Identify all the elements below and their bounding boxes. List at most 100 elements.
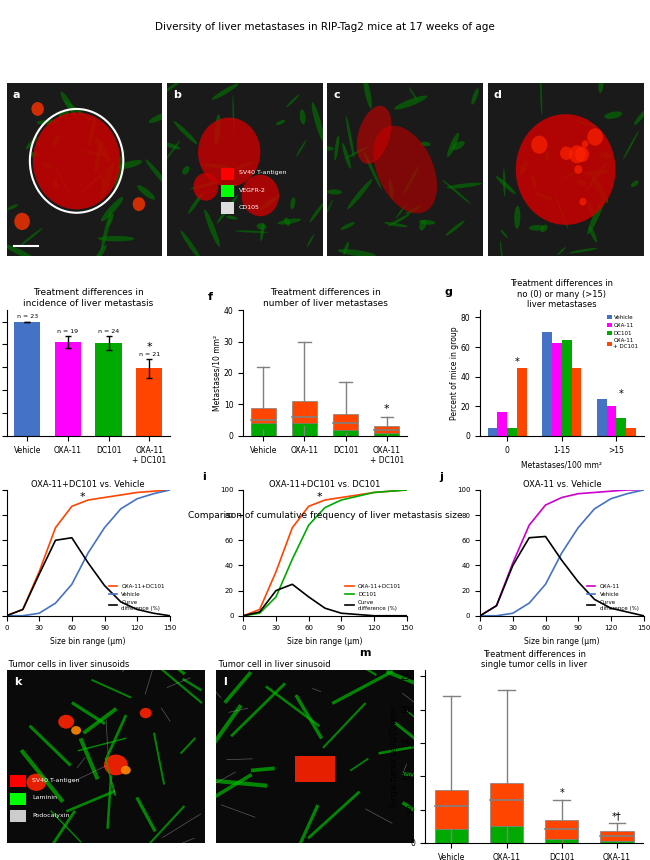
Ellipse shape — [364, 151, 382, 189]
Ellipse shape — [216, 194, 238, 224]
Bar — [96, 343, 122, 436]
Bar — [542, 332, 552, 436]
Text: n = 21: n = 21 — [138, 352, 160, 357]
Circle shape — [58, 715, 74, 728]
Ellipse shape — [532, 175, 537, 188]
Text: *: * — [80, 492, 86, 502]
Ellipse shape — [7, 205, 18, 210]
Circle shape — [140, 708, 151, 718]
Ellipse shape — [96, 245, 107, 261]
Bar — [552, 342, 562, 436]
Text: n = 19: n = 19 — [57, 329, 79, 334]
Ellipse shape — [181, 230, 202, 261]
Y-axis label: Metastases/10 mm²: Metastases/10 mm² — [212, 335, 221, 411]
Ellipse shape — [146, 159, 172, 191]
Ellipse shape — [540, 77, 542, 115]
X-axis label: Size bin range (μm): Size bin range (μm) — [524, 637, 599, 646]
Bar — [10, 810, 27, 822]
Ellipse shape — [260, 194, 280, 210]
Ellipse shape — [53, 179, 58, 190]
Text: l: l — [224, 677, 228, 687]
Bar — [10, 793, 27, 805]
Ellipse shape — [114, 149, 124, 189]
Ellipse shape — [471, 89, 479, 105]
Bar — [292, 423, 317, 436]
Bar — [14, 322, 40, 436]
Ellipse shape — [562, 169, 580, 180]
Circle shape — [531, 136, 547, 154]
Ellipse shape — [276, 120, 285, 126]
Text: m: m — [359, 648, 370, 658]
Ellipse shape — [98, 236, 135, 242]
Legend: OXA-11, Vehicle, Curve
difference (%): OXA-11, Vehicle, Curve difference (%) — [584, 582, 641, 613]
Bar — [616, 418, 626, 436]
Text: d: d — [494, 90, 502, 100]
Ellipse shape — [5, 244, 36, 261]
Bar — [333, 414, 358, 433]
Ellipse shape — [347, 179, 372, 209]
Bar — [606, 406, 616, 436]
Text: *: * — [146, 342, 152, 352]
Ellipse shape — [26, 137, 38, 150]
Circle shape — [133, 197, 145, 211]
X-axis label: Size bin range (μm): Size bin range (μm) — [51, 637, 126, 646]
Bar — [295, 756, 335, 783]
Text: *†: *† — [612, 812, 622, 821]
Ellipse shape — [163, 143, 180, 150]
Text: *: * — [560, 789, 564, 798]
Circle shape — [71, 726, 81, 734]
Ellipse shape — [296, 140, 306, 157]
Ellipse shape — [388, 214, 410, 226]
Bar — [497, 412, 507, 436]
Y-axis label: Single tumor cells/10 mm²: Single tumor cells/10 mm² — [390, 705, 399, 807]
Bar — [435, 830, 468, 843]
Ellipse shape — [309, 202, 324, 223]
Text: SV40 T-antigen: SV40 T-antigen — [32, 778, 80, 783]
Title: OXA-11 vs. Vehicle: OXA-11 vs. Vehicle — [523, 480, 601, 489]
Ellipse shape — [95, 138, 110, 163]
Ellipse shape — [344, 146, 368, 159]
Ellipse shape — [108, 213, 114, 225]
Ellipse shape — [20, 228, 43, 246]
Ellipse shape — [588, 198, 604, 235]
Circle shape — [575, 165, 582, 174]
Ellipse shape — [514, 206, 521, 229]
Bar — [601, 841, 634, 843]
Text: *: * — [317, 492, 322, 502]
Circle shape — [198, 118, 261, 187]
Circle shape — [587, 128, 603, 145]
Bar — [374, 427, 399, 434]
X-axis label: Metastases/100 mm²: Metastases/100 mm² — [521, 460, 603, 470]
Bar — [222, 202, 234, 214]
Ellipse shape — [584, 169, 610, 175]
Ellipse shape — [384, 222, 408, 227]
Ellipse shape — [599, 152, 612, 159]
Ellipse shape — [555, 195, 568, 230]
Bar — [10, 776, 27, 788]
Bar — [488, 428, 497, 436]
Ellipse shape — [341, 222, 355, 230]
Ellipse shape — [286, 95, 300, 108]
Ellipse shape — [278, 218, 301, 224]
Bar — [517, 368, 527, 436]
Ellipse shape — [182, 166, 190, 175]
Ellipse shape — [389, 179, 394, 200]
Ellipse shape — [312, 102, 324, 142]
Legend: OXA-11+DC101, Vehicle, Curve
difference (%): OXA-11+DC101, Vehicle, Curve difference … — [107, 582, 167, 613]
Text: Comparison of cumulative frequency of liver metastasis size: Comparison of cumulative frequency of li… — [188, 512, 462, 520]
Ellipse shape — [307, 234, 314, 248]
Ellipse shape — [60, 92, 76, 115]
Text: CD105: CD105 — [239, 205, 259, 210]
Ellipse shape — [257, 223, 266, 230]
Text: *: * — [515, 357, 519, 367]
Ellipse shape — [589, 226, 597, 243]
Text: Podocalyxin: Podocalyxin — [32, 813, 70, 818]
Ellipse shape — [406, 206, 421, 214]
Ellipse shape — [235, 230, 268, 233]
Ellipse shape — [156, 78, 185, 98]
Bar — [333, 430, 358, 436]
Circle shape — [31, 102, 44, 116]
Ellipse shape — [101, 197, 123, 222]
Ellipse shape — [212, 83, 239, 100]
Ellipse shape — [446, 220, 465, 236]
